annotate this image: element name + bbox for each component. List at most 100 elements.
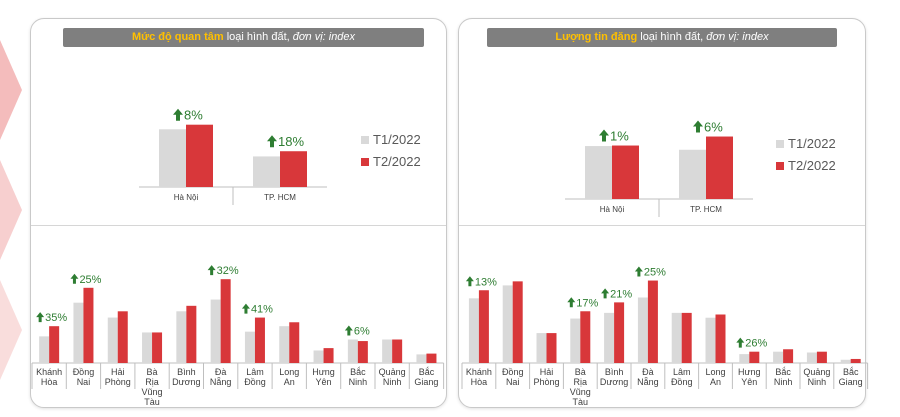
- bar: [186, 124, 213, 187]
- category-label: Lâm Đồng: [671, 367, 693, 387]
- category-label-line: Giang: [414, 377, 438, 387]
- bar: [478, 290, 489, 363]
- header-highlight: Mức độ quan tâm: [131, 31, 224, 43]
- category-label-line: Đà: [642, 367, 654, 377]
- category-label-line: Lâm: [246, 367, 264, 377]
- bar: [512, 281, 523, 363]
- category-label-line: Khánh: [466, 367, 492, 377]
- category-label-line: Dương: [600, 377, 628, 387]
- bar: [253, 156, 280, 187]
- panel-divider: [31, 225, 446, 226]
- up-arrow-icon: [207, 265, 216, 276]
- category-label-line: Đồng: [244, 377, 266, 387]
- bar: [392, 339, 403, 363]
- category-label: Bà Rịa Vũng Tàu: [142, 367, 163, 407]
- bar: [570, 318, 581, 363]
- legend-swatch: [361, 158, 369, 166]
- category-label-line: Hòa: [471, 377, 488, 387]
- header-text: loại hình đất,: [223, 31, 293, 43]
- up-arrow-icon: [36, 312, 45, 323]
- bar: [502, 285, 513, 363]
- category-label-line: Bà: [575, 367, 586, 377]
- category-label-line: Đồng: [502, 367, 524, 377]
- panel-divider: [459, 225, 865, 226]
- decorative-stripe: [0, 40, 22, 380]
- growth-label: 6%: [704, 120, 723, 135]
- category-label: TP. HCM: [264, 193, 296, 202]
- header-unit: đơn vị: index: [706, 31, 769, 43]
- bar: [671, 312, 682, 363]
- bar: [681, 312, 692, 363]
- bar: [382, 339, 393, 363]
- category-label: Đà Nẵng: [637, 367, 659, 387]
- growth-label: 8%: [184, 108, 203, 123]
- category-label: Khánh Hòa: [36, 367, 62, 387]
- category-label: Bình Dương: [172, 367, 200, 387]
- category-label-line: Vũng: [570, 387, 591, 397]
- bar: [850, 358, 861, 363]
- growth-label: 25%: [644, 267, 666, 279]
- up-arrow-icon: [267, 135, 277, 148]
- decorative-stripe-shape: [0, 280, 22, 380]
- bar: [159, 129, 186, 187]
- category-label-line: Giang: [839, 377, 863, 387]
- legend-label: T1/2022: [788, 136, 836, 151]
- interest-panel: Mức độ quan tâm loại hình đất, đơn vị: i…: [30, 18, 447, 408]
- category-label-line: Hưng: [312, 367, 335, 377]
- category-label: Bắc Ninh: [349, 367, 368, 387]
- bar: [357, 341, 368, 363]
- category-label: Hà Nội: [174, 193, 199, 202]
- category-label-line: Vũng: [142, 387, 163, 397]
- bar: [647, 280, 658, 363]
- category-label: Hải Phòng: [533, 367, 559, 387]
- category-label-line: Long: [279, 367, 299, 377]
- category-label: Bắc Giang: [414, 367, 438, 387]
- bar: [210, 299, 221, 363]
- category-label-line: Bình: [605, 367, 624, 377]
- category-label-line: Hải: [540, 367, 554, 377]
- panel-header: Lượng tin đăng loại hình đất, đơn vị: in…: [487, 28, 837, 47]
- category-label: Khánh Hòa: [466, 367, 492, 387]
- category-label: Đồng Nai: [73, 367, 95, 387]
- bar: [840, 359, 851, 363]
- category-label-line: Đồng: [73, 367, 95, 377]
- bar: [580, 311, 591, 363]
- up-arrow-icon: [693, 120, 703, 133]
- category-label: Bắc Giang: [839, 367, 863, 387]
- category-label: Hải Phòng: [105, 367, 131, 387]
- bar: [604, 312, 615, 363]
- category-label-line: Ninh: [808, 377, 827, 387]
- bar: [176, 311, 187, 363]
- category-label: Hưng Yên: [738, 367, 761, 387]
- bar: [107, 317, 118, 363]
- category-label-line: Yên: [316, 377, 332, 387]
- category-label-line: Bắc: [775, 367, 791, 377]
- growth-label: 21%: [610, 288, 632, 300]
- category-label: Long An: [705, 367, 725, 387]
- category-label-line: Bắc: [350, 367, 366, 377]
- category-label-line: Long: [705, 367, 725, 377]
- category-label-line: Tàu: [144, 397, 160, 407]
- bar: [244, 331, 255, 363]
- bar: [679, 149, 706, 199]
- category-label-line: Bà: [147, 367, 158, 377]
- category-label-line: Hòa: [41, 377, 58, 387]
- decorative-stripe-shape: [0, 160, 22, 260]
- bar: [637, 297, 648, 363]
- header-text: loại hình đất,: [637, 31, 707, 43]
- growth-label: 6%: [354, 326, 370, 338]
- category-label-line: Phòng: [533, 377, 559, 387]
- bar: [73, 302, 84, 363]
- up-arrow-icon: [634, 266, 643, 277]
- bar: [546, 333, 557, 363]
- legend-label: T2/2022: [373, 154, 421, 169]
- bar: [585, 146, 612, 199]
- legend-label: T1/2022: [373, 132, 421, 147]
- category-label: Bình Dương: [600, 367, 628, 387]
- bar: [289, 322, 300, 363]
- bar: [83, 287, 94, 363]
- category-label-line: Quảng: [379, 367, 406, 377]
- growth-label: 17%: [576, 297, 598, 309]
- category-label: TP. HCM: [690, 205, 722, 214]
- category-label: Quảng Ninh: [803, 367, 830, 387]
